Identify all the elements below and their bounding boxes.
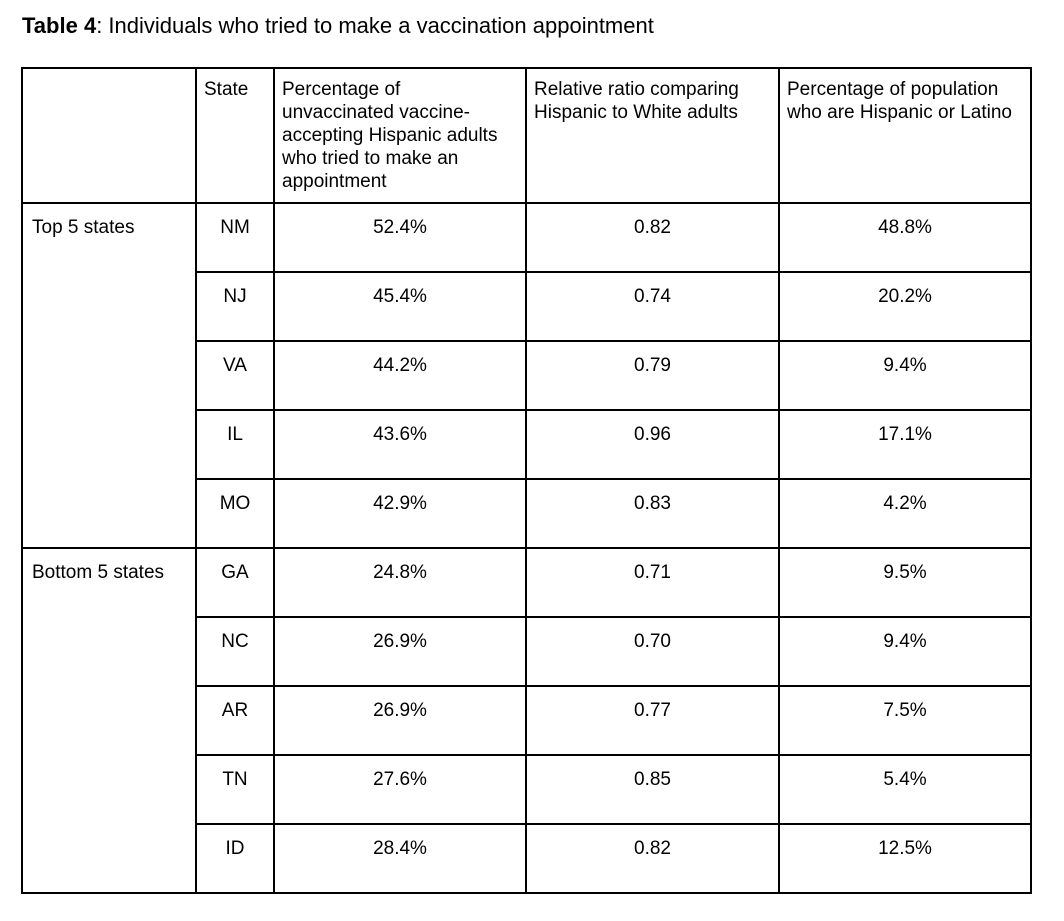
table-caption-text: : Individuals who tried to make a vaccin… <box>96 13 654 38</box>
pct-tried-cell: 43.6% <box>273 409 527 480</box>
table-row: Top 5 states NM 52.4% 0.82 48.8% <box>21 202 1032 549</box>
ratio-cell: 0.83 <box>525 478 780 549</box>
pct-hispanic-cell: 9.5% <box>778 547 1032 618</box>
ratio-cell: 0.71 <box>525 547 780 618</box>
column-header-pct-hispanic: Percentage of population who are Hispani… <box>778 67 1032 204</box>
pct-tried-cell: 26.9% <box>273 616 527 687</box>
state-cell: AR <box>195 685 275 756</box>
pct-hispanic-cell: 4.2% <box>778 478 1032 549</box>
pct-tried-cell: 24.8% <box>273 547 527 618</box>
row-group-label-top5: Top 5 states <box>21 202 197 549</box>
table-row: IL 43.6% 0.96 17.1% <box>22 409 1032 480</box>
state-cell: NM <box>195 202 275 273</box>
state-cell: MO <box>195 478 275 549</box>
ratio-cell: 0.74 <box>525 271 780 342</box>
state-cell: VA <box>195 340 275 411</box>
table-row: TN 27.6% 0.85 5.4% <box>22 754 1032 825</box>
pct-hispanic-cell: 17.1% <box>778 409 1032 480</box>
table-caption-number: Table 4 <box>22 13 97 38</box>
pct-hispanic-cell: 5.4% <box>778 754 1032 825</box>
ratio-cell: 0.96 <box>525 409 780 480</box>
pct-hispanic-cell: 9.4% <box>778 616 1032 687</box>
column-header-group <box>21 67 197 204</box>
table-row: Bottom 5 states GA 24.8% 0.71 9.5% <box>21 547 1032 894</box>
pct-hispanic-cell: 20.2% <box>778 271 1032 342</box>
state-cell: TN <box>195 754 275 825</box>
table-row: NJ 45.4% 0.74 20.2% <box>22 271 1032 342</box>
pct-hispanic-cell: 48.8% <box>778 202 1032 273</box>
ratio-cell: 0.79 <box>525 340 780 411</box>
table-row: ID 28.4% 0.82 12.5% <box>22 823 1032 894</box>
table-row: NC 26.9% 0.70 9.4% <box>22 616 1032 687</box>
ratio-cell: 0.85 <box>525 754 780 825</box>
pct-tried-cell: 26.9% <box>273 685 527 756</box>
ratio-cell: 0.82 <box>525 823 780 894</box>
pct-hispanic-cell: 12.5% <box>778 823 1032 894</box>
column-header-state: State <box>195 67 275 204</box>
ratio-cell: 0.82 <box>525 202 780 273</box>
pct-tried-cell: 42.9% <box>273 478 527 549</box>
row-group-label-bottom5: Bottom 5 states <box>21 547 197 894</box>
vaccination-appointment-table: State Percentage of unvaccinated vaccine… <box>21 67 1032 894</box>
state-cell: GA <box>195 547 275 618</box>
state-cell: NC <box>195 616 275 687</box>
pct-tried-cell: 44.2% <box>273 340 527 411</box>
pct-tried-cell: 27.6% <box>273 754 527 825</box>
table-header-row: State Percentage of unvaccinated vaccine… <box>21 67 1032 204</box>
table-row: VA 44.2% 0.79 9.4% <box>22 340 1032 411</box>
pct-tried-cell: 45.4% <box>273 271 527 342</box>
state-cell: ID <box>195 823 275 894</box>
column-header-relative-ratio: Relative ratio comparing Hispanic to Whi… <box>525 67 780 204</box>
table-row: AR 26.9% 0.77 7.5% <box>22 685 1032 756</box>
ratio-cell: 0.70 <box>525 616 780 687</box>
table-caption: Table 4: Individuals who tried to make a… <box>0 0 1064 40</box>
pct-hispanic-cell: 7.5% <box>778 685 1032 756</box>
state-cell: IL <box>195 409 275 480</box>
pct-tried-cell: 28.4% <box>273 823 527 894</box>
pct-tried-cell: 52.4% <box>273 202 527 273</box>
pct-hispanic-cell: 9.4% <box>778 340 1032 411</box>
column-header-pct-tried: Percentage of unvaccinated vaccine- acce… <box>273 67 527 204</box>
ratio-cell: 0.77 <box>525 685 780 756</box>
table-row: MO 42.9% 0.83 4.2% <box>22 478 1032 549</box>
state-cell: NJ <box>195 271 275 342</box>
